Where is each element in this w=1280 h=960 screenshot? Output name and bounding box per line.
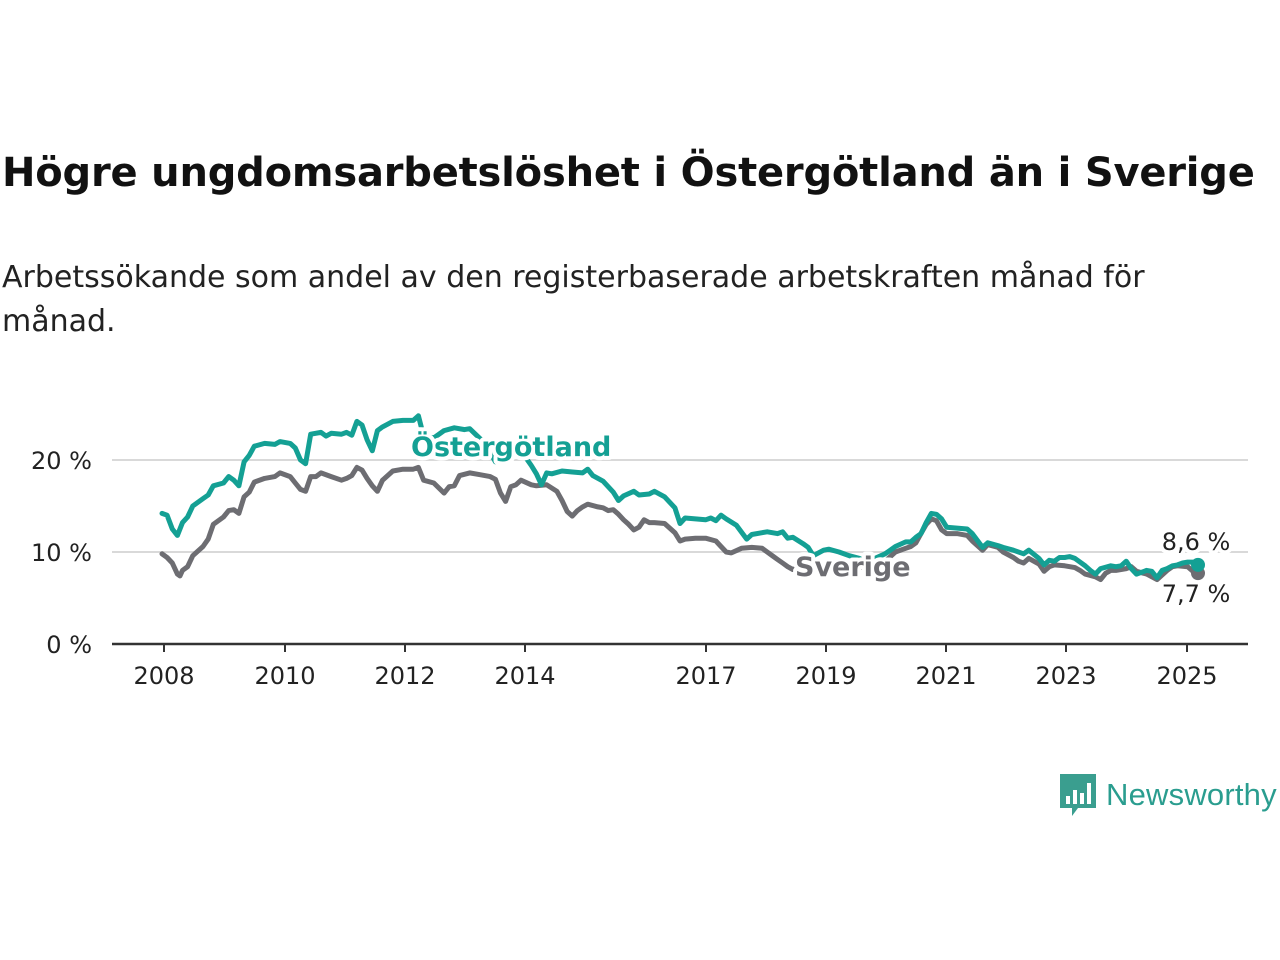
chart-title: Högre ungdomsarbetslöshet i Östergötland… [2,150,1255,196]
x-tick-label: 2021 [915,662,976,690]
chart-subtitle: Arbetssökande som andel av den registerb… [2,260,1145,339]
series-line-sverige [159,464,1201,583]
end-point [1191,557,1205,572]
series-label-sverige: Sverige [795,552,911,583]
gridlines: 0 % 10 % 20 % [31,447,1248,659]
end-value-label-ostergotland: 8,6 % [1162,528,1231,556]
x-tick-label: 2008 [133,662,194,690]
x-tick-label: 2025 [1156,662,1217,690]
series-label-ostergotland: Östergötland [411,430,611,463]
x-tick-label: 2014 [494,662,555,690]
y-tick-label: 0 % [46,631,92,659]
x-tick-label: 2010 [254,662,315,690]
x-axis: 2008 2010 2012 2014 2017 2019 2021 2023 2025 [112,642,1248,690]
series-lines [159,413,1205,583]
x-tick-label: 2023 [1035,662,1096,690]
x-tick-label: 2017 [675,662,736,690]
line-chart: 0 % 10 % 20 % 2008 2010 2012 2014 2017 2019 2021… [31,413,1248,690]
y-tick-label: 10 % [31,539,92,567]
x-tick-label: 2012 [374,662,435,690]
series-line-ostergotland [159,413,1201,581]
y-tick-label: 20 % [31,447,92,475]
brand-name: Newsworthy [1106,777,1277,812]
bar-chart-speech-bubble-icon [1060,774,1096,816]
newsworthy-logo: Newsworthy [1058,772,1277,818]
x-tick-label: 2019 [795,662,856,690]
end-value-label-sverige: 7,7 % [1162,580,1231,608]
series-labels: Östergötland Sverige 8,6 % 7,7 % [407,426,1234,612]
